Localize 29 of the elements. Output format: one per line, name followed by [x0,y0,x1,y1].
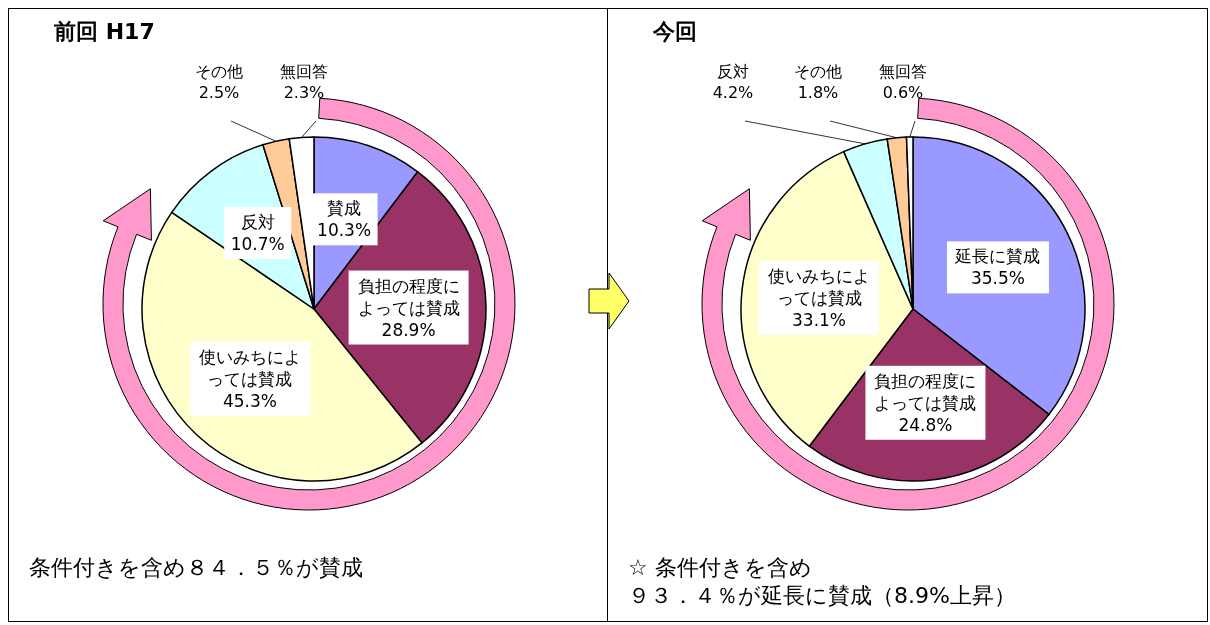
data-label: 10.3% [317,220,372,241]
text: 条件付きを含め８４．５％が賛成 [29,554,363,582]
slice-label: その他 [794,62,842,81]
slice-label: 無回答 [280,62,328,81]
slice-label: 負担の程度によっては賛成 [874,370,977,413]
chart-title: 今回 [653,18,697,46]
data-label: 0.6% [882,83,924,102]
slice-label: 反対 [240,211,275,232]
chart-title: 前回 H17 [54,18,155,46]
text: ９３．４％が延長に賛成（8.9%上昇） [628,582,1016,610]
slice-label: 負担の程度によっては賛成 [357,275,460,318]
slice-label: 無回答 [879,62,927,81]
data-label: 45.3% [222,390,277,411]
data-label: 24.8% [898,414,953,435]
data-label: 2.3% [283,83,325,102]
data-label: 10.7% [230,233,285,254]
text: ☆ 条件付きを含め [628,554,813,582]
slice-label: 賛成 [327,198,362,219]
slice-label: 使いみちによっては賛成 [768,266,871,309]
slice-label: 使いみちによっては賛成 [198,346,301,389]
slice-label: 延長に賛成 [954,246,1041,267]
data-label: 33.1% [792,310,847,331]
data-label: 1.8% [797,83,839,102]
slice-label: その他 [195,62,243,81]
data-label: 35.5% [970,268,1025,289]
slice-label: 反対 [717,62,749,81]
data-label: 28.9% [381,319,436,340]
data-label: 4.2% [712,83,754,102]
data-label: 2.5% [198,83,240,102]
